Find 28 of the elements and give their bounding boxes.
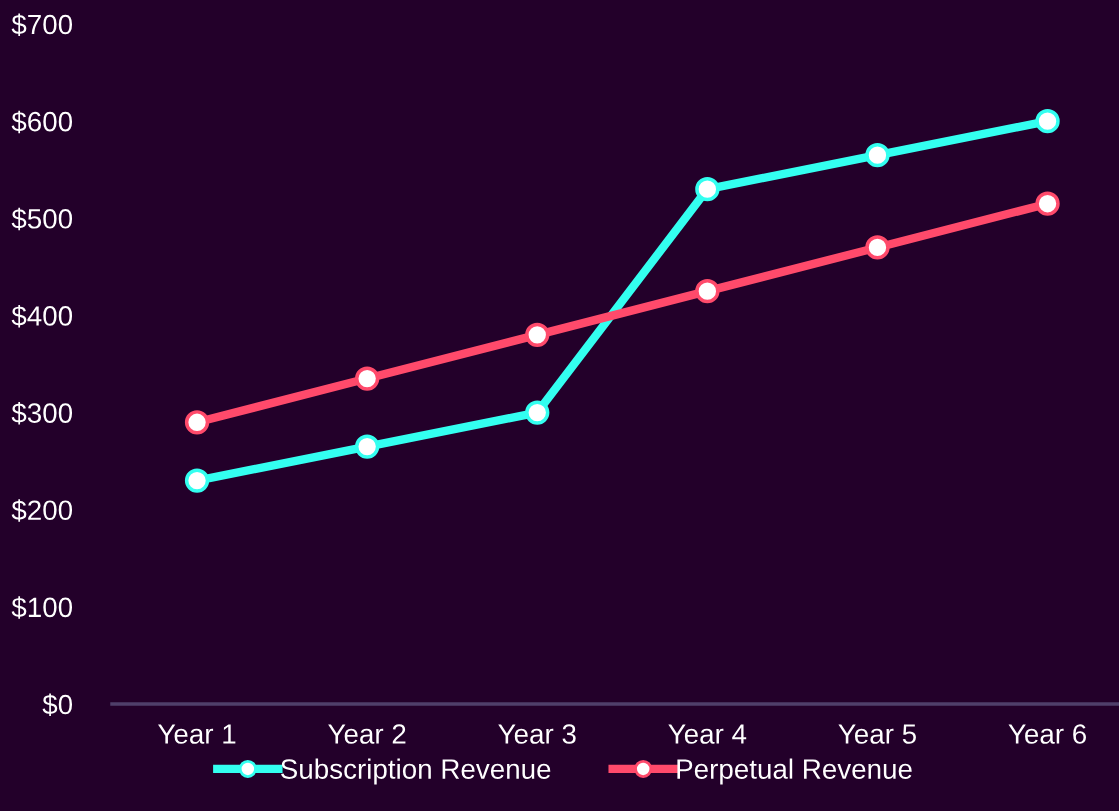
point bbox=[184, 468, 210, 493]
y-tick-label: $600 bbox=[11, 110, 73, 134]
point bbox=[865, 235, 890, 260]
point bbox=[525, 400, 550, 425]
x-tick-label: Year 6 bbox=[1008, 724, 1086, 744]
point bbox=[354, 366, 380, 391]
point bbox=[1035, 191, 1060, 216]
x-tick-label: Year 3 bbox=[498, 724, 576, 744]
point bbox=[354, 434, 380, 459]
point bbox=[695, 278, 720, 304]
y-tick-label: $100 bbox=[11, 596, 73, 619]
legend-label: Subscription Revenue bbox=[281, 758, 551, 785]
y-tick-label: $300 bbox=[11, 402, 73, 425]
y-tick-label: $0 bbox=[42, 693, 73, 716]
x-tick-label: Year 2 bbox=[328, 724, 406, 744]
legend-label: Perpetual Revenue bbox=[677, 758, 912, 785]
x-tick-label: Year 4 bbox=[668, 724, 747, 744]
y-tick-label: $200 bbox=[11, 499, 73, 522]
x-tick-label: Year 5 bbox=[838, 724, 916, 744]
point bbox=[525, 322, 550, 348]
point bbox=[1035, 108, 1060, 134]
point bbox=[865, 142, 890, 168]
point bbox=[695, 176, 720, 202]
y-tick-label: $400 bbox=[11, 304, 73, 328]
y-tick-label: $700 bbox=[11, 13, 73, 36]
point bbox=[184, 410, 210, 435]
x-tick-label: Year 1 bbox=[158, 724, 236, 744]
y-tick-label: $500 bbox=[11, 207, 73, 231]
